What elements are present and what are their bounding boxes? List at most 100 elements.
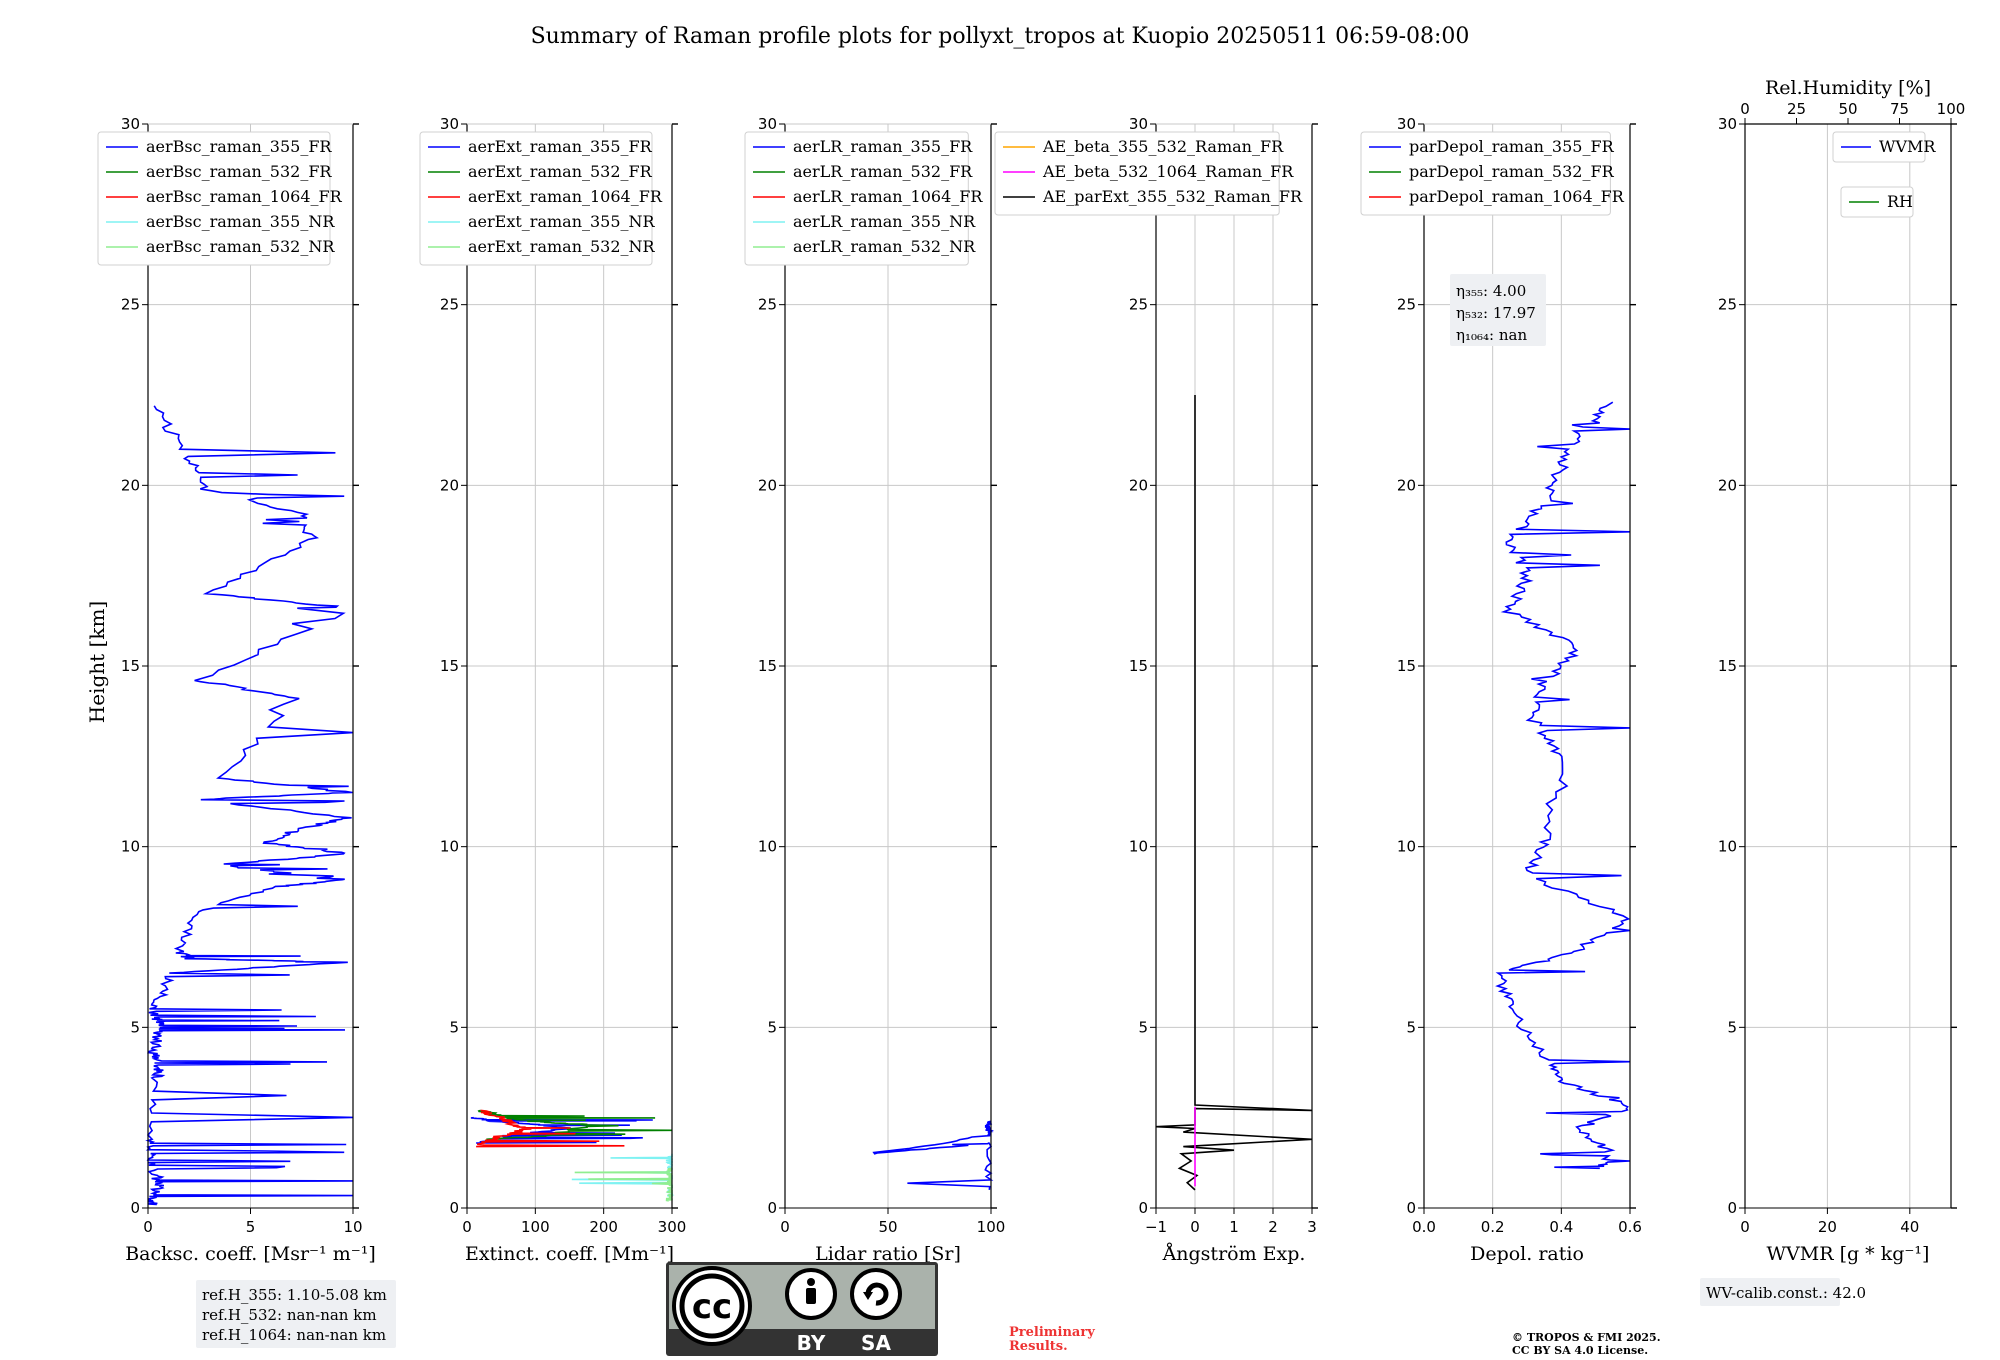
x-tick-label: 2 xyxy=(1268,1218,1278,1236)
legend-entry: aerBsc_raman_532_NR xyxy=(146,237,335,256)
x2-tick-label: 50 xyxy=(1838,100,1857,118)
series-aerExt_raman_1064_FR xyxy=(476,1109,625,1148)
legend-box xyxy=(744,131,969,266)
x-tick-label: 50 xyxy=(878,1218,897,1236)
x2-axis-label: Rel.Humidity [%] xyxy=(1765,77,1931,99)
y-tick-label: 10 xyxy=(1129,838,1148,856)
x-tick-label: 3 xyxy=(1307,1218,1317,1236)
y-tick-label: 5 xyxy=(767,1018,777,1036)
y-tick-label: 20 xyxy=(1718,476,1737,494)
series-parDepol_raman_355_FR xyxy=(1495,401,1631,1170)
y-tick-label: 20 xyxy=(440,476,459,494)
x-tick-label: 20 xyxy=(1818,1218,1837,1236)
attribution-person-icon xyxy=(785,1268,837,1320)
x-axis-label-angstrom: Ångström Exp. xyxy=(1162,1243,1306,1265)
x-tick-label: 100 xyxy=(977,1218,1006,1236)
y-tick-label: 20 xyxy=(121,476,140,494)
wv-calib-box: WV-calib.const.: 42.0 xyxy=(1700,1278,1866,1306)
y-tick-label: 30 xyxy=(121,115,140,133)
legend-box xyxy=(994,131,1280,216)
x-tick-label: 0.4 xyxy=(1549,1218,1573,1236)
y-axis-label: Height [km] xyxy=(85,601,109,723)
legend-entry: aerBsc_raman_355_FR xyxy=(146,137,332,156)
x-tick-label: 10 xyxy=(343,1218,362,1236)
license-sa-label: SA xyxy=(861,1331,891,1355)
y-tick-label: 20 xyxy=(758,476,777,494)
copyright-line-2: CC BY SA 4.0 License. xyxy=(1512,1344,1648,1357)
y-tick-label: 30 xyxy=(440,115,459,133)
legend-box xyxy=(97,131,331,266)
panel-extinction: 0 100 200 300 0 5 10 15 20 25 30 Extinct. coeff. [M… xyxy=(419,115,686,1265)
y-tick-label: 25 xyxy=(440,296,459,314)
legend-box xyxy=(1832,131,1926,163)
legend-entry: aerBsc_raman_1064_FR xyxy=(146,187,343,206)
series-aerLR_raman_355_FR xyxy=(872,1120,995,1190)
legend-box xyxy=(419,131,653,266)
panel-wvmr: 0 20 40 0 5 10 15 20 25 30 WVMR [g * kg⁻¹] 0 25 50 75 1… xyxy=(1718,77,1965,1265)
y-tick-label: 5 xyxy=(130,1018,140,1036)
x-tick-label: 0.2 xyxy=(1481,1218,1505,1236)
x-tick-label: 0 xyxy=(1190,1218,1200,1236)
refh-355-text: ref.H_355: 1.10-5.08 km xyxy=(202,1286,387,1304)
legend-entry: aerBsc_raman_532_FR xyxy=(146,162,332,181)
eta-355-text: η₃₅₅: 4.00 xyxy=(1456,282,1526,300)
copyright-line-1: © TROPOS & FMI 2025. xyxy=(1512,1331,1661,1344)
legend-entry: aerLR_raman_355_NR xyxy=(793,212,976,231)
y-tick-label: 5 xyxy=(1138,1018,1148,1036)
x-axis-label-wvmr: WVMR [g * kg⁻¹] xyxy=(1767,1243,1930,1265)
y-tick-label: 0 xyxy=(1727,1199,1737,1217)
cc-license-badge: cc BY SA xyxy=(666,1262,938,1356)
y-tick-label: 15 xyxy=(758,657,777,675)
figure-title: Summary of Raman profile plots for polly… xyxy=(531,24,1470,49)
x-axis-label-extinction: Extinct. coeff. [Mm⁻¹] xyxy=(465,1243,674,1265)
legend-entry: aerExt_raman_1064_FR xyxy=(468,187,663,206)
legend-entry: RH xyxy=(1887,192,1913,211)
x-tick-label: 0 xyxy=(462,1218,472,1236)
x2-tick-label: 0 xyxy=(1740,100,1750,118)
preliminary-line-1: Preliminary xyxy=(1009,1325,1095,1340)
y-tick-label: 15 xyxy=(1129,657,1148,675)
y-tick-label: 0 xyxy=(130,1199,140,1217)
legend-entry: aerExt_raman_532_FR xyxy=(468,162,653,181)
y-tick-label: 5 xyxy=(1406,1018,1416,1036)
y-tick-label: 10 xyxy=(121,838,140,856)
y-tick-label: 15 xyxy=(1718,657,1737,675)
wv-calib-text: WV-calib.const.: 42.0 xyxy=(1706,1284,1866,1302)
legend-entry: aerExt_raman_532_NR xyxy=(468,237,656,256)
series-aerExt_raman_355_FR xyxy=(470,1116,653,1144)
y-tick-label: 15 xyxy=(1397,657,1416,675)
preliminary-note: Preliminary Results. xyxy=(1009,1325,1095,1354)
legend-entry: aerLR_raman_532_FR xyxy=(793,162,973,181)
x2-tick-label: 75 xyxy=(1890,100,1909,118)
legend-entry: parDepol_raman_1064_FR xyxy=(1409,187,1625,206)
y-tick-label: 30 xyxy=(758,115,777,133)
eta-1064-text: η₁₀₆₄: nan xyxy=(1456,326,1527,344)
share-alike-icon xyxy=(850,1268,902,1320)
y-tick-label: 25 xyxy=(758,296,777,314)
y-tick-label: 10 xyxy=(440,838,459,856)
y-tick-label: 25 xyxy=(1129,296,1148,314)
y-tick-label: 0 xyxy=(1406,1199,1416,1217)
x-tick-label: 0 xyxy=(143,1218,153,1236)
series-aerExt_raman_532_FR xyxy=(477,1109,673,1141)
x2-tick-label: 25 xyxy=(1787,100,1806,118)
y-tick-label: 10 xyxy=(1397,838,1416,856)
y-tick-label: 30 xyxy=(1397,115,1416,133)
y-tick-label: 5 xyxy=(1727,1018,1737,1036)
x-tick-label: 5 xyxy=(246,1218,256,1236)
x-tick-label: 1 xyxy=(1229,1218,1239,1236)
legend-entry: parDepol_raman_355_FR xyxy=(1409,137,1615,156)
legend-box xyxy=(1360,131,1611,216)
legend-entry: aerExt_raman_355_FR xyxy=(468,137,653,156)
eta-532-text: η₅₃₂: 17.97 xyxy=(1456,304,1536,322)
panel-lidar-ratio: 0 50 100 0 5 10 15 20 25 30 Lidar ratio [Sr] aerLR_… xyxy=(744,115,1006,1265)
legend-entry: aerBsc_raman_355_NR xyxy=(146,212,335,231)
x-axis-label-depol: Depol. ratio xyxy=(1470,1243,1584,1265)
preliminary-line-2: Results. xyxy=(1009,1339,1068,1354)
legend-entry: parDepol_raman_532_FR xyxy=(1409,162,1615,181)
y-tick-label: 15 xyxy=(121,657,140,675)
license-by-label: BY xyxy=(797,1331,826,1355)
legend-entry: WVMR xyxy=(1879,137,1936,156)
